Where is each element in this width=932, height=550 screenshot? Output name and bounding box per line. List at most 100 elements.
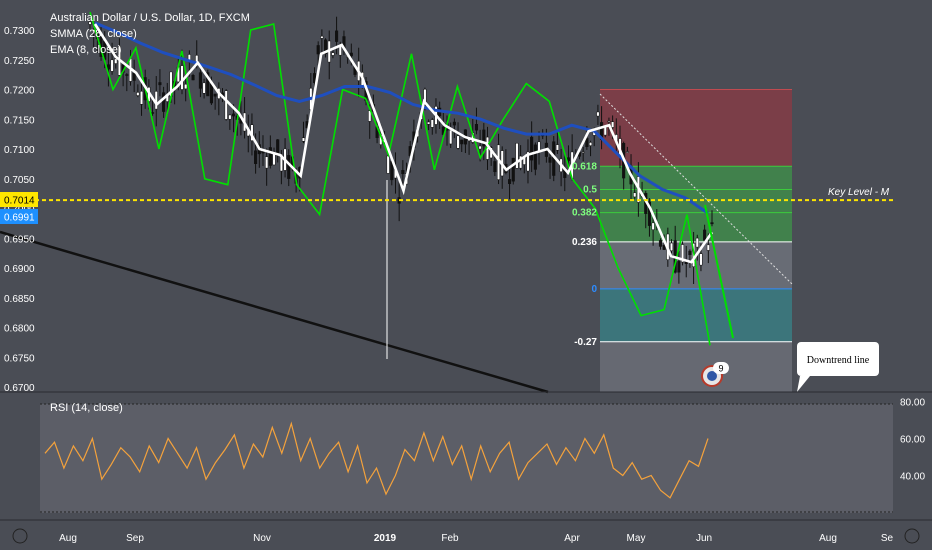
- fib-label: 0.5: [583, 184, 597, 195]
- scale-icon[interactable]: [12, 528, 28, 544]
- fib-zone-upper: [600, 89, 792, 167]
- candle-body: [349, 52, 353, 57]
- time-tick-label: Se: [881, 533, 894, 544]
- candle-body: [530, 136, 534, 161]
- auto-scale-icon[interactable]: [904, 528, 920, 544]
- candle-body: [699, 253, 703, 266]
- candle-body: [611, 121, 615, 128]
- candle-body: [136, 92, 140, 96]
- candle-body: [633, 192, 637, 198]
- candle-body: [460, 139, 464, 145]
- time-tick-label: Aug: [59, 533, 77, 544]
- key-level-badge: [0, 192, 38, 207]
- legend-smma: SMMA (28, close): [50, 28, 137, 40]
- candle-body: [162, 92, 166, 112]
- candle-body: [681, 244, 685, 263]
- candle-body: [206, 72, 210, 97]
- idea-bubble[interactable]: 9: [701, 362, 729, 387]
- price-tick-label: 0.7200: [4, 86, 35, 97]
- candle-body: [533, 144, 537, 170]
- avatar-flag-icon: [707, 371, 717, 381]
- rsi-axis-ticks: 80.00 60.00 40.00: [900, 397, 925, 482]
- fib-label: 0.618: [572, 161, 597, 172]
- candle-body: [482, 129, 486, 147]
- time-tick-label: Feb: [441, 533, 459, 544]
- candle-body: [324, 39, 328, 54]
- rsi-left-strip: [0, 392, 40, 520]
- time-tick-label: 2019: [374, 533, 397, 544]
- candle-body: [710, 222, 714, 225]
- candle-body: [581, 151, 585, 154]
- key-level-badge-text: 0.7014: [4, 196, 35, 207]
- candle-body: [184, 83, 188, 90]
- candle-body: [519, 155, 523, 169]
- price-tick-label: 0.6850: [4, 294, 35, 305]
- candle-body: [224, 90, 228, 120]
- rsi-title: RSI (14, close): [50, 402, 123, 414]
- candle-body: [493, 161, 497, 173]
- time-tick-label: Sep: [126, 533, 144, 544]
- price-tick-label: 0.7300: [4, 26, 35, 37]
- candle-body: [228, 114, 232, 120]
- candle-body: [449, 129, 453, 145]
- candle-body: [386, 155, 390, 174]
- price-tick-label: 0.6900: [4, 264, 35, 275]
- candle-body: [703, 229, 707, 241]
- fibonacci-labels: 0.618 0.5 0.382 0.236 0 -0.27: [572, 161, 597, 348]
- candle-body: [537, 141, 541, 152]
- chart-legend[interactable]: Australian Dollar / U.S. Dollar, 1D, FXC…: [50, 12, 250, 56]
- time-tick-label: Jun: [696, 533, 712, 544]
- comment-count: 9: [718, 364, 723, 374]
- candle-body: [180, 65, 184, 90]
- candle-body: [430, 119, 434, 128]
- key-level-label: Key Level - M: [828, 187, 890, 198]
- downtrend-callout-text: Downtrend line: [807, 355, 870, 366]
- candle-body: [198, 72, 202, 89]
- fib-zone-lower: [600, 288, 792, 342]
- candle-body: [331, 52, 335, 56]
- candle-body: [279, 153, 283, 172]
- price-axis[interactable]: [893, 0, 932, 550]
- candle-body: [191, 75, 195, 81]
- comment-count-badge: [713, 362, 729, 374]
- candle-body: [125, 74, 129, 76]
- candle-body: [695, 237, 699, 248]
- candle-body: [158, 82, 162, 86]
- candle-body: [555, 144, 559, 151]
- time-tick-label: Nov: [253, 533, 271, 544]
- price-tick-label: 0.6700: [4, 383, 35, 394]
- rsi-band-fill: [40, 404, 893, 513]
- candle-body: [268, 147, 272, 166]
- time-tick-label: May: [627, 533, 646, 544]
- rsi-tick-label: 60.00: [900, 434, 925, 445]
- downtrend-line[interactable]: [0, 230, 549, 394]
- fib-zone-extension: [600, 341, 792, 392]
- projection-dotted-line: [599, 93, 793, 285]
- candle-body: [658, 240, 663, 247]
- candle-body: [202, 82, 206, 94]
- candle-body: [647, 201, 651, 226]
- candle-body: [213, 93, 217, 97]
- candle-body: [139, 91, 144, 105]
- downtrend-callout-box: [797, 342, 879, 376]
- rsi-indicator: [40, 403, 893, 513]
- rsi-tick-label: 40.00: [900, 472, 925, 483]
- candle-body: [596, 111, 600, 117]
- candle-body: [427, 121, 431, 125]
- candle-body: [662, 244, 666, 250]
- rsi-line: [44, 421, 709, 499]
- candle-body: [515, 142, 519, 169]
- price-tick-label: 0.6750: [4, 353, 35, 364]
- price-tick-label: 0.7100: [4, 145, 35, 156]
- candle-body: [526, 151, 530, 172]
- candle-body: [669, 242, 674, 252]
- rsi-tick-label: 80.00: [900, 397, 925, 408]
- candle-body: [651, 222, 655, 230]
- time-axis[interactable]: [0, 520, 932, 550]
- candle-body: [254, 150, 258, 164]
- candle-body: [312, 73, 317, 83]
- candle-body: [209, 83, 214, 104]
- downtrend-callout[interactable]: Downtrend line: [797, 342, 879, 392]
- legend-symbol: Australian Dollar / U.S. Dollar, 1D, FXC…: [50, 12, 250, 24]
